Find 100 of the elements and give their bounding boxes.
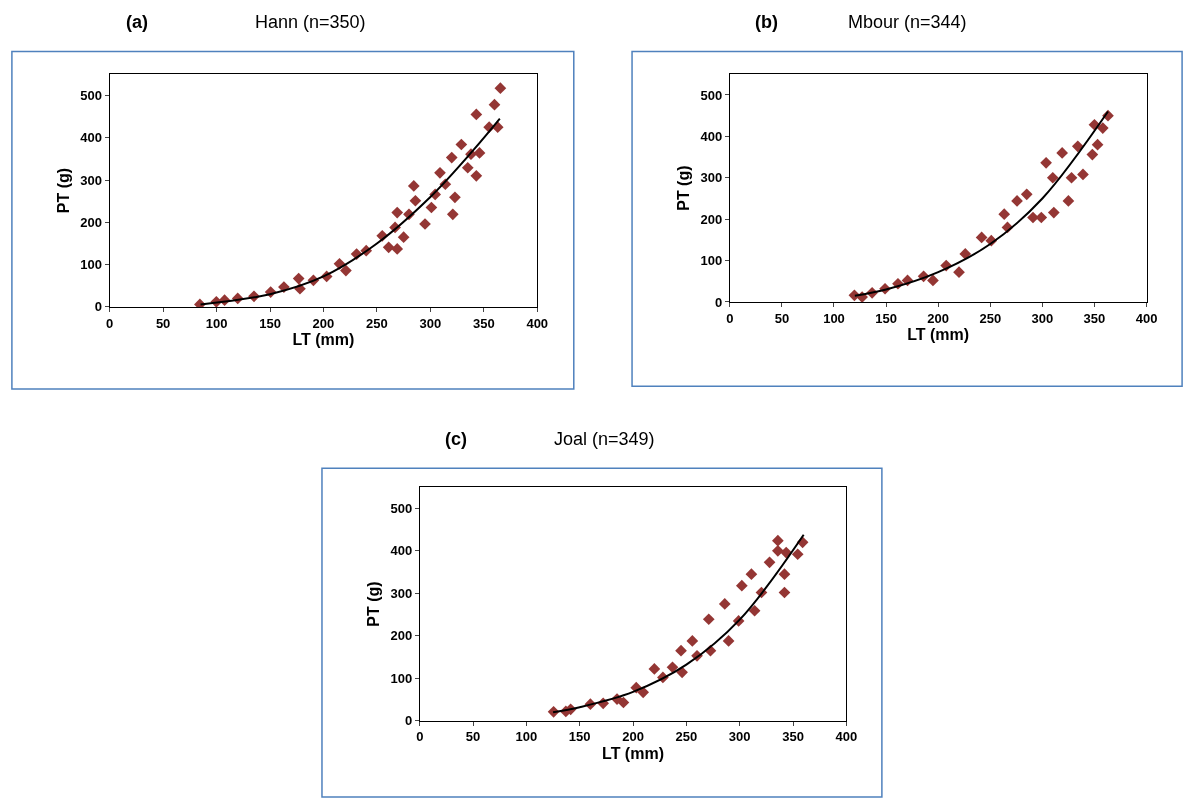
point — [382, 241, 395, 254]
y-axis-title: PT (g) — [55, 167, 73, 214]
chart-subtitle: Joal (n=349) — [554, 429, 655, 449]
point — [675, 644, 687, 657]
y-axis-title: PT (g) — [675, 165, 693, 211]
y-tick-label: 400 — [80, 130, 103, 146]
y-tick-label: 300 — [390, 585, 413, 601]
point — [1071, 140, 1084, 153]
point — [391, 243, 404, 255]
chart-subtitle: Mbour (n=344) — [848, 12, 967, 32]
point — [998, 208, 1011, 221]
y-tick-label: 0 — [404, 713, 413, 729]
y-tick-label: 300 — [80, 172, 103, 188]
point — [666, 661, 679, 674]
x-tick-label: 250 — [366, 315, 388, 331]
point — [409, 194, 422, 207]
point — [446, 208, 459, 221]
y-tick-label: 100 — [700, 253, 723, 269]
x-axis-title: LT (mm) — [907, 326, 970, 344]
y-tick-label: 100 — [80, 257, 103, 273]
x-tick-label: 0 — [106, 315, 114, 331]
point — [718, 598, 731, 610]
y-tick-label: 200 — [700, 211, 723, 227]
y-tick-label: 500 — [700, 87, 723, 103]
x-tick-label: 250 — [979, 310, 1002, 326]
y-tick-label: 400 — [700, 128, 723, 144]
chart-title: (c) — [445, 429, 467, 449]
chart-title: (b) — [755, 12, 778, 32]
point — [455, 138, 468, 151]
x-tick-label: 350 — [1083, 310, 1106, 326]
x-tick-label: 0 — [726, 310, 734, 326]
point — [772, 534, 784, 547]
y-tick-label: 200 — [80, 214, 103, 230]
point — [617, 696, 630, 709]
point — [702, 613, 715, 626]
point — [1020, 188, 1033, 201]
y-tick-label: 0 — [94, 299, 103, 315]
point — [434, 166, 446, 179]
y-axis-title: PT (g) — [365, 581, 383, 627]
point — [397, 231, 410, 243]
point — [407, 180, 420, 192]
point — [445, 151, 458, 164]
point — [772, 545, 784, 557]
point — [735, 579, 748, 592]
point — [1056, 147, 1068, 159]
point — [975, 231, 988, 244]
point — [1096, 122, 1109, 134]
point — [470, 108, 483, 121]
x-tick-label: 150 — [875, 310, 897, 326]
x-tick-label: 150 — [568, 729, 591, 745]
point — [425, 201, 438, 214]
chart-subtitle: Hann (n=350) — [255, 12, 366, 32]
x-tick-label: 200 — [312, 315, 335, 331]
y-tick-label: 0 — [714, 294, 723, 310]
point — [1047, 206, 1060, 219]
x-tick-label: 50 — [155, 315, 171, 331]
chart-title: (a) — [126, 12, 148, 32]
point — [1077, 168, 1089, 181]
x-tick-label: 400 — [1135, 310, 1158, 326]
point — [763, 556, 776, 569]
x-tick-label: 200 — [927, 310, 950, 326]
x-axis-title: LT (mm) — [602, 745, 664, 763]
point — [1040, 157, 1052, 169]
point — [791, 548, 804, 561]
point — [340, 264, 352, 277]
y-tick-label: 500 — [390, 500, 413, 516]
point — [473, 147, 486, 159]
point — [953, 266, 965, 279]
point — [722, 635, 735, 647]
x-tick-label: 0 — [416, 729, 424, 745]
x-tick-label: 400 — [835, 729, 858, 745]
point — [648, 663, 661, 675]
x-tick-label: 150 — [259, 315, 281, 331]
point — [1062, 195, 1075, 207]
x-tick-label: 100 — [823, 310, 845, 326]
point — [778, 568, 791, 581]
x-tick-label: 350 — [782, 729, 804, 745]
point — [686, 635, 699, 647]
point — [748, 604, 761, 617]
y-tick-label: 300 — [700, 170, 723, 186]
x-tick-label: 350 — [472, 315, 495, 331]
y-tick-label: 200 — [390, 628, 413, 644]
x-tick-label: 300 — [1031, 310, 1054, 326]
x-tick-label: 100 — [205, 315, 228, 331]
point — [959, 248, 972, 260]
x-axis-title: LT (mm) — [292, 331, 355, 349]
y-tick-label: 500 — [80, 87, 103, 103]
x-tick-label: 100 — [515, 729, 538, 745]
y-tick-label: 100 — [390, 670, 413, 686]
x-tick-label: 300 — [728, 729, 751, 745]
point — [778, 586, 791, 599]
point — [1065, 171, 1078, 184]
x-tick-label: 50 — [465, 729, 481, 745]
point — [449, 191, 461, 204]
x-tick-label: 400 — [526, 315, 549, 331]
point — [461, 161, 474, 174]
point — [1086, 148, 1099, 161]
x-tick-label: 50 — [774, 310, 790, 326]
point — [292, 272, 305, 285]
point — [470, 169, 483, 182]
